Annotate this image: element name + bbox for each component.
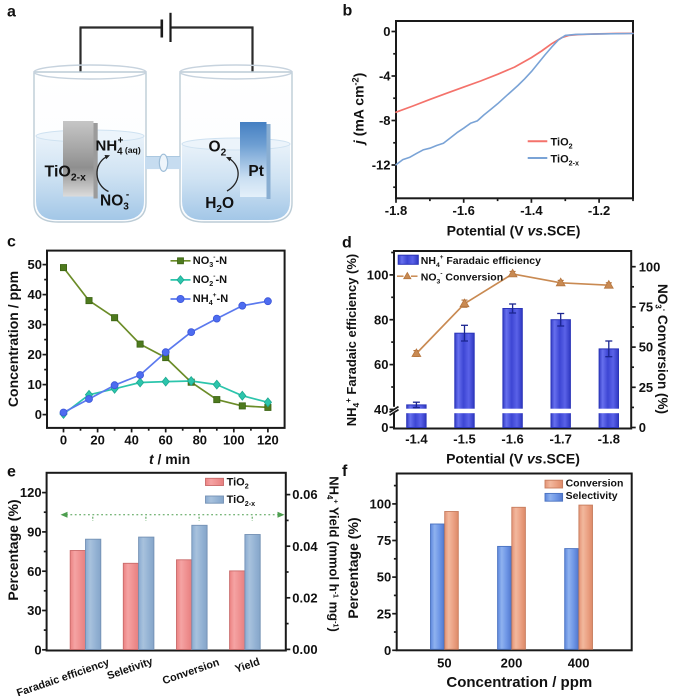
svg-text:-1.5: -1.5: [453, 432, 475, 447]
svg-text:-8: -8: [379, 113, 391, 128]
svg-text:Conversion: Conversion: [566, 477, 624, 489]
svg-text:20: 20: [28, 347, 42, 362]
svg-text:NH4​+​ Faradaic efficiency (%): NH4​+​ Faradaic efficiency (%): [344, 254, 361, 427]
svg-text:-1.4: -1.4: [405, 432, 428, 447]
svg-text:Concentration / ppm: Concentration / ppm: [446, 674, 592, 691]
svg-text:NO2​-​-N: NO2​-​-N: [193, 273, 227, 288]
svg-text:-1.6: -1.6: [501, 432, 523, 447]
svg-text:0: 0: [383, 24, 390, 39]
svg-text:TiO2​: TiO2​: [227, 476, 249, 490]
svg-text:0.06: 0.06: [292, 487, 317, 502]
svg-text:40: 40: [374, 402, 388, 417]
svg-text:d: d: [342, 235, 352, 252]
svg-text:100: 100: [369, 497, 391, 512]
svg-text:30: 30: [27, 603, 41, 618]
svg-text:25: 25: [639, 380, 653, 395]
svg-text:0: 0: [34, 642, 41, 657]
svg-text:50: 50: [437, 655, 451, 670]
svg-text:0.04: 0.04: [292, 539, 318, 554]
svg-text:0: 0: [60, 432, 67, 447]
svg-text:-1.2: -1.2: [588, 203, 610, 218]
svg-text:-12: -12: [372, 158, 391, 173]
svg-text:-1.4: -1.4: [520, 203, 543, 218]
svg-text:0: 0: [381, 420, 388, 435]
svg-text:H2​O: H2​O: [205, 195, 234, 215]
svg-text:NO3​-: NO3​-: [100, 190, 129, 213]
svg-text:NO3​-​-N: NO3​-​-N: [193, 254, 227, 269]
svg-text:0: 0: [384, 643, 391, 658]
svg-text:60: 60: [158, 432, 172, 447]
svg-text:-4: -4: [379, 69, 391, 84]
svg-text:Potential (V vs.SCE): Potential (V vs.SCE): [446, 451, 580, 467]
svg-text:40: 40: [124, 432, 138, 447]
svg-text:NH4​+​-N: NH4​+​-N: [193, 292, 228, 307]
svg-text:80: 80: [374, 312, 388, 327]
svg-text:50: 50: [377, 570, 391, 585]
svg-text:120: 120: [257, 432, 279, 447]
svg-text:Potential (V vs.SCE): Potential (V vs.SCE): [447, 222, 581, 238]
svg-text:10: 10: [28, 377, 42, 392]
svg-text:-1.7: -1.7: [549, 432, 571, 447]
svg-text:120: 120: [20, 485, 42, 500]
svg-text:a: a: [7, 4, 16, 21]
svg-text:e: e: [7, 464, 16, 481]
svg-text:0.02: 0.02: [292, 590, 317, 605]
svg-text:40: 40: [28, 287, 42, 302]
svg-text:NH4​+​ Faradaic efficiency: NH4​+​ Faradaic efficiency: [421, 254, 541, 269]
svg-text:0: 0: [35, 407, 42, 422]
svg-text:50: 50: [28, 257, 42, 272]
svg-text:20: 20: [90, 432, 104, 447]
svg-text:60: 60: [374, 357, 388, 372]
svg-text:t / min: t / min: [149, 451, 190, 467]
svg-text:60: 60: [27, 564, 41, 579]
svg-text:200: 200: [501, 655, 523, 670]
svg-text:Pt: Pt: [248, 163, 264, 180]
svg-text:f: f: [342, 463, 348, 480]
svg-text:50: 50: [639, 340, 653, 355]
svg-text:100: 100: [223, 432, 245, 447]
svg-text:400: 400: [568, 655, 590, 670]
svg-text:30: 30: [28, 317, 42, 332]
svg-text:-1.8: -1.8: [385, 203, 407, 218]
svg-text:80: 80: [193, 432, 207, 447]
svg-text:-1.6: -1.6: [452, 203, 474, 218]
svg-text:Selectivity: Selectivity: [566, 490, 618, 502]
svg-text:0: 0: [639, 420, 646, 435]
svg-text:100: 100: [639, 259, 661, 274]
svg-text:-1.8: -1.8: [598, 432, 620, 447]
svg-text:Concentration / ppm: Concentration / ppm: [5, 271, 21, 407]
svg-text:NO3​-​ Conversion (%): NO3​-​ Conversion (%): [654, 284, 671, 414]
svg-text:b: b: [343, 2, 353, 19]
svg-text:Percentage (%): Percentage (%): [5, 499, 21, 600]
svg-text:90: 90: [27, 525, 41, 540]
svg-text:75: 75: [639, 300, 653, 315]
svg-text:100: 100: [367, 268, 389, 283]
svg-text:25: 25: [377, 606, 391, 621]
svg-text:TiO2​: TiO2​: [551, 137, 573, 151]
svg-text:75: 75: [377, 533, 391, 548]
svg-text:c: c: [7, 234, 16, 251]
svg-text:j (mA cm-2​): j (mA cm-2​): [351, 73, 367, 146]
svg-text:0.00: 0.00: [292, 642, 317, 657]
svg-text:NO3​-​ Conversion: NO3​-​ Conversion: [421, 271, 503, 286]
svg-text:Percentage (%): Percentage (%): [345, 517, 361, 618]
